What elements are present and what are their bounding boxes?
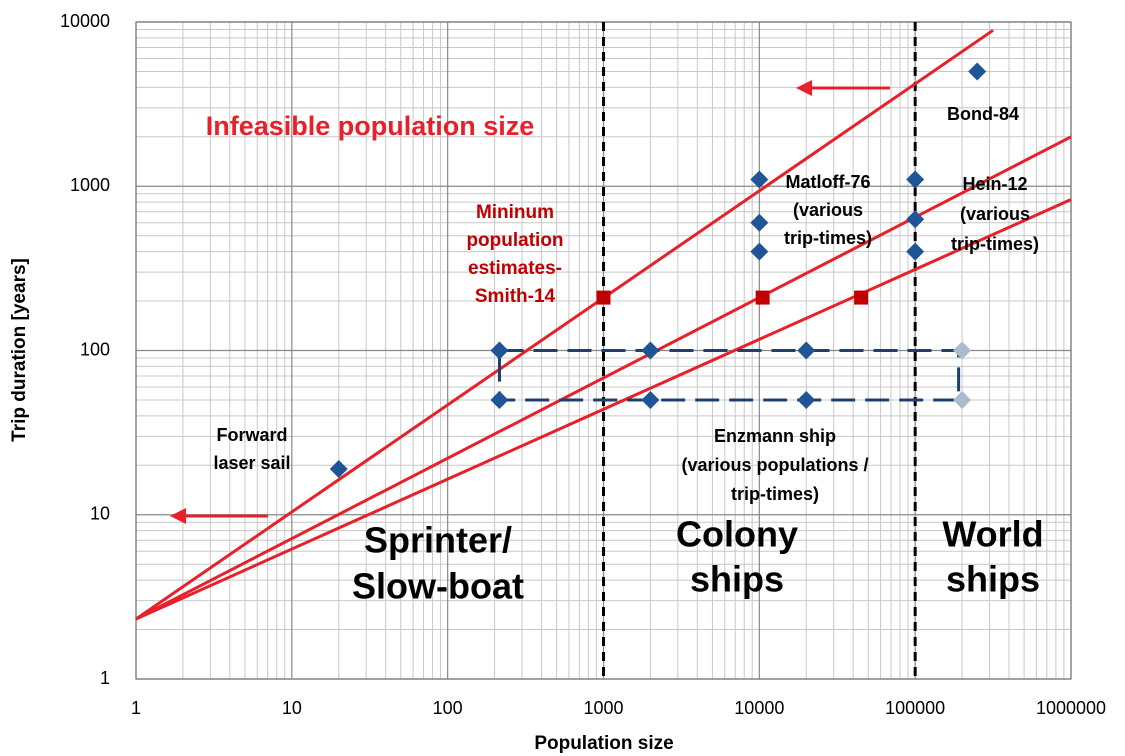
arrow-head: [796, 80, 812, 96]
annotation: (various populations /: [681, 455, 868, 475]
y-tick-label: 1: [100, 668, 110, 688]
annotation: estimates-: [468, 258, 562, 279]
annotation: Enzmann ship: [714, 426, 836, 446]
annotation: trip-times): [731, 484, 819, 504]
diamond-marker: [490, 390, 509, 409]
annotation: Infeasible population size: [206, 111, 535, 141]
x-tick-label: 100000: [885, 698, 945, 718]
y-axis-label: Trip duration [years]: [9, 258, 30, 442]
diamond-marker: [953, 341, 972, 360]
x-tick-label: 10: [282, 698, 302, 718]
annotation: Forward: [216, 425, 287, 445]
square-marker: [596, 290, 611, 305]
trend-line: [135, 198, 1072, 621]
annotation: trip-times): [784, 228, 872, 248]
arrows: [170, 80, 890, 524]
diamond-marker: [641, 341, 660, 360]
annotation: Bond-84: [947, 104, 1019, 124]
diamond-marker: [906, 242, 925, 261]
diamond-marker: [797, 341, 816, 360]
x-tick-label: 100: [433, 698, 463, 718]
x-tick-label: 10000: [734, 698, 784, 718]
texts: 1 10 100 1000 10000 100000 1000000 1 10 100 1000 10…: [60, 11, 1106, 718]
x-tick-label: 1: [131, 698, 141, 718]
diamond-marker: [906, 170, 925, 189]
x-tick-label: 1000: [583, 698, 623, 718]
y-tick-label: 1000: [70, 175, 110, 195]
annotation: Smith-14: [475, 286, 556, 307]
square-marker: [755, 290, 770, 305]
arrow-head: [170, 508, 186, 524]
square-marker: [854, 290, 869, 305]
trend-line: [135, 29, 994, 621]
diamond-marker: [797, 390, 816, 409]
annotation: population: [466, 230, 563, 251]
diamond-marker: [490, 341, 509, 360]
x-tick-label: 1000000: [1036, 698, 1106, 718]
diamond-marker: [641, 390, 660, 409]
annotation: laser sail: [213, 453, 290, 473]
diamond-marker: [750, 213, 769, 232]
y-tick-label: 10000: [60, 11, 110, 31]
diamond-marker: [968, 62, 987, 81]
annotation: trip-times): [951, 234, 1039, 254]
x-axis-label: Population size: [534, 733, 673, 754]
marks: [135, 22, 1072, 679]
annotation: (various: [793, 200, 863, 220]
y-tick-label: 10: [90, 504, 110, 524]
annotation: (various: [960, 204, 1030, 224]
annotation: Sprinter/: [364, 520, 512, 561]
diamond-marker: [953, 390, 972, 409]
annotation: Mininum: [476, 202, 554, 223]
diamond-marker: [906, 210, 925, 229]
diamond-marker: [750, 170, 769, 189]
annotation: Colony: [676, 514, 798, 555]
annotation: World: [942, 514, 1043, 555]
annotation: Slow-boat: [352, 566, 524, 607]
annotation: Matloff-76: [786, 172, 871, 192]
diamond-marker: [329, 459, 348, 478]
annotation: ships: [946, 559, 1040, 600]
annotation: ships: [690, 559, 784, 600]
annotation: Hein-12: [962, 174, 1027, 194]
y-tick-label: 100: [80, 339, 110, 359]
diamond-marker: [750, 242, 769, 261]
